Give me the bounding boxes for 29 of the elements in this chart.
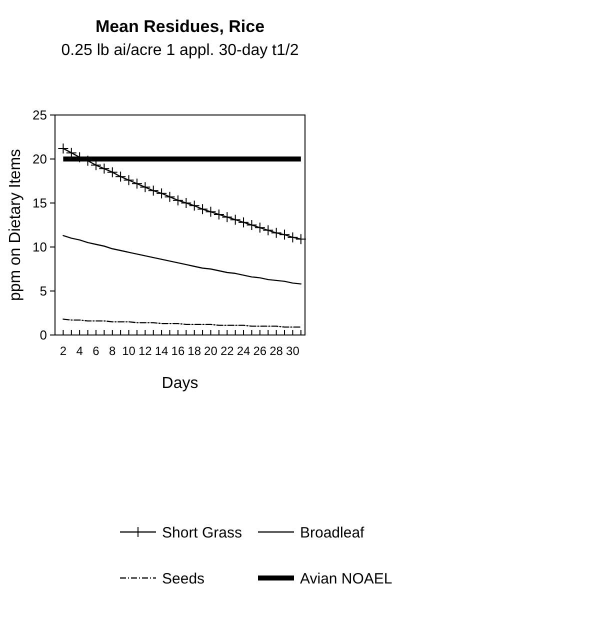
legend-label: Broadleaf [300, 524, 366, 542]
y-tick-label: 5 [40, 284, 47, 299]
chart-title: Mean Residues, Rice [95, 17, 265, 36]
x-tick-label: 4 [76, 344, 84, 358]
x-tick-label: 28 [270, 344, 284, 358]
x-tick-label: 2 [60, 344, 67, 358]
x-tick-label: 30 [286, 344, 300, 358]
legend-label: Short Grass [162, 524, 242, 542]
y-tick-label: 10 [32, 240, 47, 255]
x-tick-label: 6 [92, 344, 100, 358]
y-axis-title: ppm on Dietary Items [7, 148, 24, 302]
y-tick-label: 15 [32, 196, 47, 211]
x-tick-label: 16 [171, 344, 185, 358]
x-axis-title: Days [162, 375, 198, 392]
x-tick-label: 22 [220, 344, 234, 358]
y-tick-label: 25 [32, 108, 47, 123]
legend-label: Seeds [162, 570, 205, 588]
x-tick-label: 14 [154, 344, 169, 358]
chart-subtitle: 0.25 lb ai/acre 1 appl. 30-day t1/2 [61, 42, 299, 59]
x-tick-label: 20 [204, 344, 218, 358]
x-tick-label: 12 [138, 344, 152, 358]
x-tick-label: 18 [188, 344, 202, 358]
x-tick-label: 10 [122, 344, 136, 358]
y-tick-label: 20 [32, 152, 47, 167]
x-tick-label: 8 [109, 344, 116, 358]
legend-label: Avian NOAEL [300, 570, 392, 588]
y-tick-label: 0 [40, 328, 47, 343]
x-tick-label: 26 [253, 344, 267, 358]
x-tick-label: 24 [236, 344, 251, 358]
